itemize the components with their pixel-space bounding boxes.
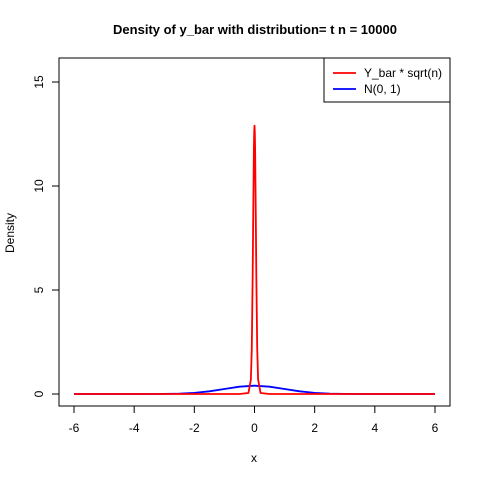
- x-axis: -6 -4 -2 0 2 4 6: [69, 405, 439, 435]
- x-tick-label: -2: [189, 421, 200, 435]
- y-axis-label: Density: [3, 213, 17, 253]
- legend: Y_bar * sqrt(n) N(0, 1): [323, 57, 451, 103]
- chart-title: Density of y_bar with distribution= t n …: [113, 22, 397, 37]
- plot-area-frame: [58, 57, 451, 407]
- series-line-ybar: [74, 124, 435, 395]
- x-tick-label: 0: [251, 421, 258, 435]
- legend-box: [323, 57, 451, 103]
- y-tick-label: 15: [32, 75, 46, 89]
- y-tick-label: 5: [32, 286, 46, 293]
- y-tick-label: 0: [32, 390, 46, 397]
- x-tick-label: -4: [129, 421, 140, 435]
- legend-label-normal: N(0, 1): [364, 82, 401, 96]
- legend-label-ybar: Y_bar * sqrt(n): [364, 66, 442, 80]
- y-axis: 0 5 10 15: [32, 75, 60, 397]
- series-line-normal: [74, 384, 435, 395]
- x-tick-label: 6: [432, 421, 439, 435]
- y-tick-label: 10: [32, 179, 46, 193]
- x-tick-label: 4: [371, 421, 378, 435]
- x-axis-label: x: [251, 451, 257, 465]
- x-tick-label: -6: [69, 421, 80, 435]
- series-layer: [74, 124, 435, 395]
- x-tick-label: 2: [311, 421, 318, 435]
